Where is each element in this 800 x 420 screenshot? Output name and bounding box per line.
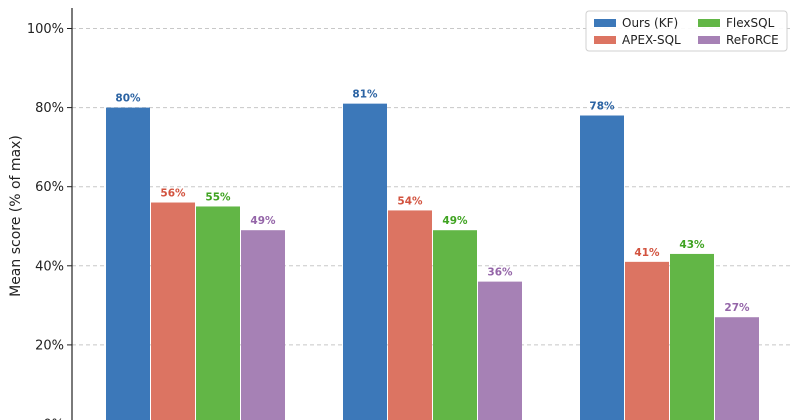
y-tick-label: 100%: [27, 22, 64, 37]
data-label: 81%: [352, 89, 378, 101]
data-label: 56%: [160, 188, 186, 200]
legend-label: FlexSQL: [726, 16, 775, 30]
legend-swatch: [698, 36, 720, 44]
data-label: 27%: [724, 302, 750, 314]
bar: [151, 202, 195, 420]
data-label: 55%: [205, 191, 231, 203]
y-tick-label: 20%: [35, 338, 64, 353]
bar: [106, 107, 150, 420]
bar: [625, 261, 669, 420]
bar: [343, 103, 387, 420]
bar: [433, 230, 477, 420]
data-label: 41%: [634, 247, 660, 259]
data-label: 80%: [115, 93, 141, 105]
data-label: 54%: [397, 195, 423, 207]
data-label: 43%: [679, 239, 705, 251]
legend-swatch: [698, 19, 720, 27]
y-tick-label: 0%: [43, 418, 64, 420]
bar: [196, 206, 240, 420]
y-axis-label: Mean score (% of max): [8, 135, 24, 297]
y-tick-label: 40%: [35, 259, 64, 274]
bar: [478, 281, 522, 420]
data-label: 49%: [250, 215, 276, 227]
legend: Ours (KF) APEX-SQL FlexSQL ReFoRCE: [585, 10, 788, 52]
legend-swatch: [594, 19, 616, 27]
bar: [670, 253, 714, 420]
data-label: 78%: [589, 101, 615, 113]
y-tick-label: 60%: [35, 180, 64, 195]
legend-box: [585, 10, 788, 52]
data-labels: 80% 81% 78% 56% 54% 41% 55% 49% 43% 49% 36% 27%: [115, 89, 750, 315]
legend-label: ReFoRCE: [726, 33, 779, 47]
y-tick-label: 80%: [35, 101, 64, 116]
y-axis: 0% 20% 40% 60% 80% 100%: [27, 8, 73, 420]
legend-label: Ours (KF): [622, 16, 678, 30]
data-label: 36%: [487, 267, 513, 279]
data-label: 49%: [442, 215, 468, 227]
bar: [580, 115, 624, 420]
bars: [106, 103, 759, 420]
legend-swatch: [594, 36, 616, 44]
legend-label: APEX-SQL: [622, 33, 681, 47]
bar: [388, 210, 432, 420]
bar: [715, 317, 759, 420]
bar: [241, 230, 285, 420]
